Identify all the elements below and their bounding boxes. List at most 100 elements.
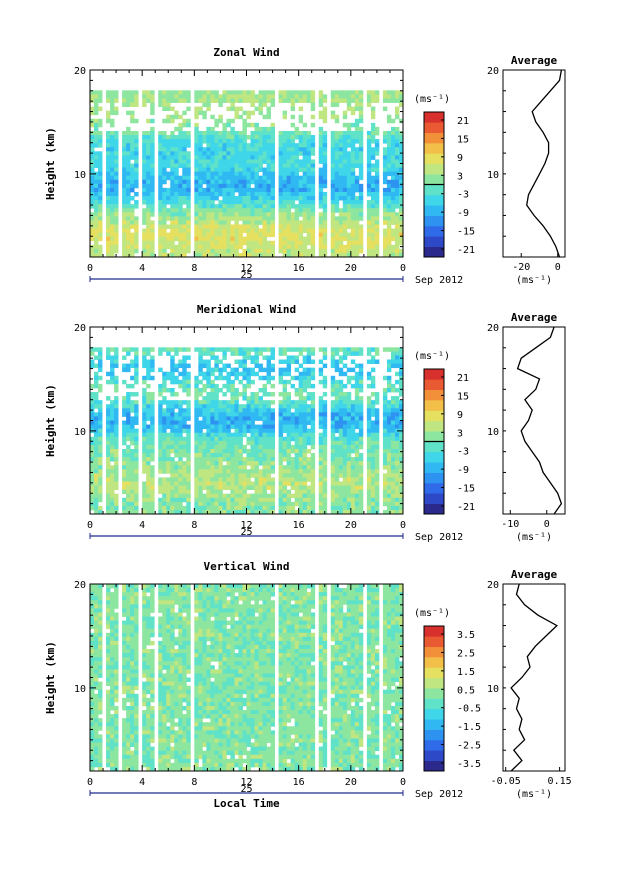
heatmap-cell bbox=[170, 139, 175, 144]
heatmap-cell bbox=[266, 187, 271, 193]
heatmap-cell bbox=[170, 424, 175, 430]
heatmap-cell bbox=[382, 151, 388, 156]
heatmap-cell bbox=[254, 147, 259, 152]
heatmap-cell bbox=[126, 175, 131, 181]
heatmap-cell bbox=[294, 147, 300, 152]
heatmap-cell bbox=[382, 220, 388, 225]
heatmap-cell bbox=[282, 167, 288, 173]
heatmap-cell bbox=[170, 135, 175, 140]
heatmap-cell bbox=[298, 436, 304, 442]
heatmap-cell bbox=[166, 216, 171, 221]
heatmap-cell bbox=[286, 94, 292, 99]
heatmap-cell bbox=[214, 155, 219, 160]
heatmap-cell bbox=[122, 440, 127, 446]
heatmap-cell bbox=[302, 122, 308, 128]
heatmap-cell bbox=[318, 139, 324, 144]
heatmap-cell bbox=[398, 375, 404, 381]
heatmap-cell bbox=[306, 179, 312, 185]
heatmap-cell bbox=[382, 208, 388, 213]
heatmap-cell bbox=[150, 196, 155, 201]
heatmap-cell bbox=[186, 473, 191, 478]
heatmap-cell bbox=[166, 505, 171, 511]
heatmap-cell bbox=[226, 171, 231, 177]
heatmap-cell bbox=[126, 351, 131, 356]
heatmap-cell bbox=[358, 248, 364, 254]
heatmap-cell bbox=[398, 143, 404, 148]
heatmap-cell bbox=[114, 240, 119, 246]
heatmap-cell bbox=[146, 432, 151, 438]
heatmap-cell bbox=[158, 469, 163, 474]
heatmap-cell bbox=[150, 167, 155, 173]
heatmap-cell bbox=[242, 444, 247, 450]
heatmap-cell bbox=[322, 473, 328, 478]
heatmap-cell bbox=[266, 126, 271, 132]
heatmap-cell bbox=[298, 94, 304, 99]
heatmap-cell bbox=[250, 94, 255, 99]
heatmap-cell bbox=[214, 167, 219, 173]
heatmap-cell bbox=[94, 159, 99, 164]
heatmap-cell bbox=[266, 416, 271, 421]
heatmap-cell bbox=[206, 135, 211, 140]
heatmap-cell bbox=[282, 135, 288, 140]
heatmap-cell bbox=[98, 505, 103, 511]
heatmap-cell bbox=[290, 122, 296, 128]
heatmap-cell bbox=[370, 179, 376, 185]
heatmap-cell bbox=[262, 400, 267, 405]
heatmap-cell bbox=[306, 505, 312, 511]
heatmap-cell bbox=[350, 469, 356, 474]
heatmap-cell bbox=[170, 130, 175, 136]
heatmap-cell bbox=[242, 404, 247, 409]
heatmap-cell bbox=[170, 236, 175, 242]
heatmap-cell bbox=[134, 432, 139, 438]
heatmap-cell bbox=[234, 481, 239, 486]
heatmap-cell bbox=[162, 416, 167, 421]
heatmap-cell bbox=[222, 98, 227, 103]
heatmap-cell bbox=[174, 493, 179, 499]
heatmap-cell bbox=[266, 175, 271, 181]
heatmap-cell bbox=[186, 187, 191, 193]
heatmap-cell bbox=[162, 412, 167, 417]
heatmap-cell bbox=[390, 151, 396, 156]
heatmap-cell bbox=[386, 220, 392, 225]
heatmap-cell bbox=[342, 90, 348, 95]
heatmap-cell bbox=[390, 444, 396, 450]
heatmap-cell bbox=[182, 151, 187, 156]
heatmap-cell bbox=[270, 383, 275, 389]
heatmap-cell bbox=[310, 371, 316, 377]
heatmap-cell bbox=[122, 420, 127, 425]
heatmap-cell bbox=[298, 163, 304, 168]
heatmap-cell bbox=[250, 139, 255, 144]
heatmap-cell bbox=[294, 212, 300, 217]
heatmap-cell bbox=[338, 163, 344, 168]
heatmap-cell bbox=[234, 359, 239, 364]
heatmap-cell bbox=[302, 236, 308, 242]
heatmap-cell bbox=[246, 424, 251, 430]
heatmap-cell bbox=[318, 379, 324, 385]
heatmap-cell bbox=[226, 159, 231, 164]
heatmap-cell bbox=[286, 424, 292, 430]
heatmap-cell bbox=[206, 347, 211, 352]
heatmap-cell bbox=[278, 424, 284, 430]
heatmap-cell bbox=[282, 367, 288, 373]
heatmap-cell bbox=[366, 396, 372, 401]
heatmap-cell bbox=[202, 204, 207, 209]
heatmap-cell bbox=[358, 432, 364, 438]
heatmap-cell bbox=[110, 428, 115, 434]
heatmap-cell bbox=[182, 216, 187, 221]
heatmap-cell bbox=[354, 505, 360, 511]
heatmap-cell bbox=[302, 143, 308, 148]
heatmap-cell bbox=[98, 196, 103, 201]
heatmap-cell bbox=[98, 375, 103, 381]
heatmap-cell bbox=[90, 351, 95, 356]
heatmap-cell bbox=[358, 167, 364, 173]
heatmap-cell bbox=[162, 461, 167, 466]
heatmap-cell bbox=[206, 187, 211, 193]
heatmap-cell bbox=[290, 135, 296, 140]
heatmap-cell bbox=[114, 196, 119, 201]
heatmap-cell bbox=[298, 98, 304, 103]
heatmap-cell bbox=[178, 204, 183, 209]
heatmap-cell bbox=[114, 159, 119, 164]
heatmap-cell bbox=[222, 151, 227, 156]
heatmap-cell bbox=[202, 412, 207, 417]
heatmap-cell bbox=[246, 383, 251, 389]
